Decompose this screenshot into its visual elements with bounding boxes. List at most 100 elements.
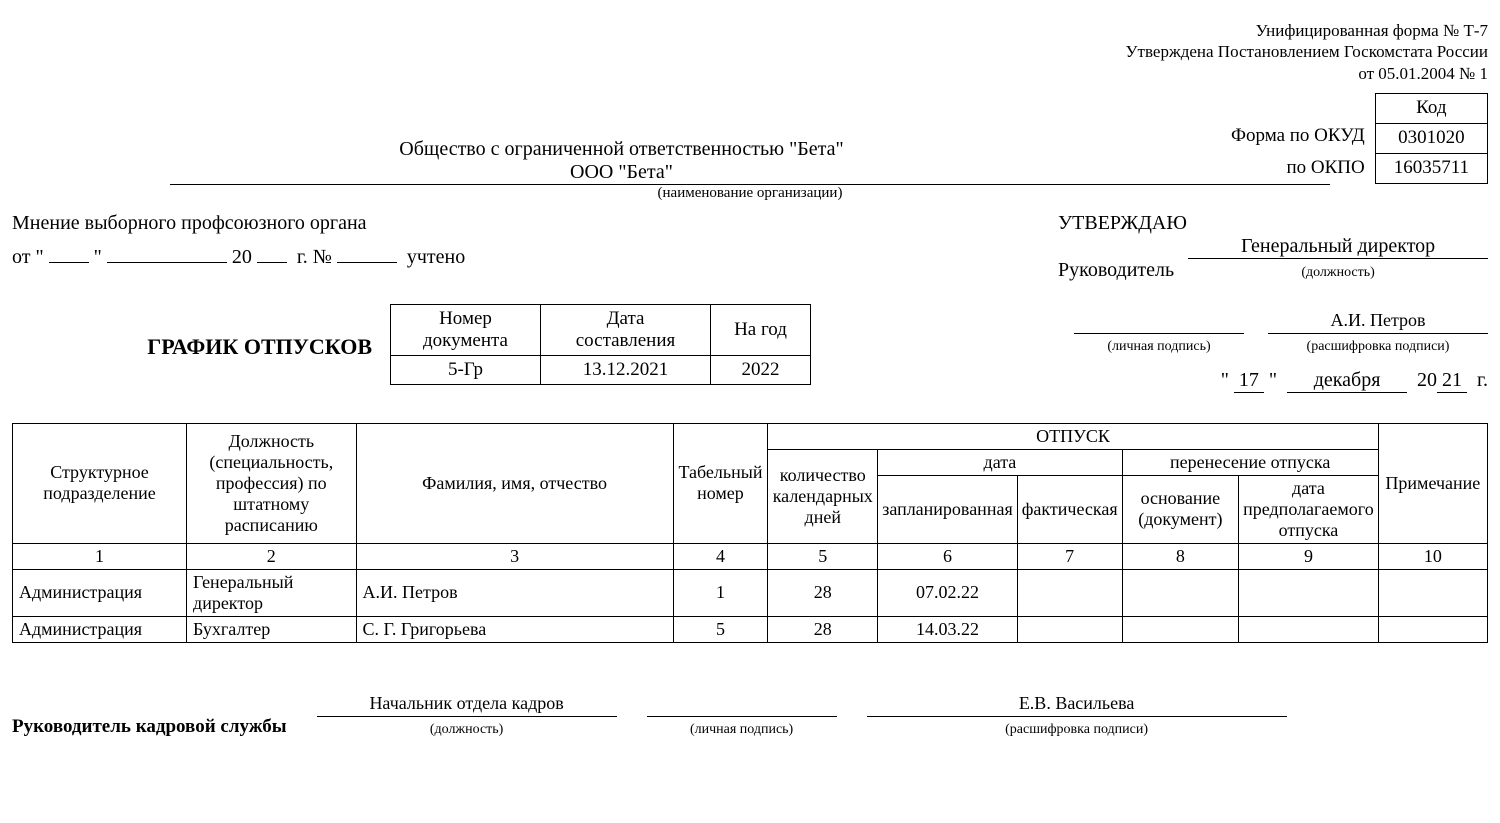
th-note: Примечание [1378,423,1487,543]
okud-value: 0301020 [1375,123,1487,153]
colnum-9: 9 [1239,543,1379,569]
union-quote-close: " [94,246,102,268]
th-transfer: перенесение отпуска [1122,449,1378,475]
table-cell [1122,569,1239,616]
colnum-3: 3 [356,543,673,569]
table-cell: 07.02.22 [878,569,1018,616]
approval-date-day: 17 [1234,369,1264,393]
table-row: АдминистрацияГенеральный директорА.И. Пе… [13,569,1488,616]
approval-date-month: декабря [1287,369,1407,393]
hr-position: Начальник отдела кадров [317,693,617,717]
table-cell: 1 [673,569,768,616]
doc-meta-table: Номер документа Дата составления На год … [390,304,811,385]
form-header-line1: Унифицированная форма № Т-7 [12,20,1488,41]
approval-date-year: 21 [1437,369,1467,393]
form-header-line2: Утверждена Постановлением Госкомстата Ро… [12,41,1488,62]
docmeta-year: 2022 [711,355,811,384]
colnum-8: 8 [1122,543,1239,569]
table-cell: Бухгалтер [187,616,357,642]
colnum-7: 7 [1017,543,1122,569]
docmeta-date: 13.12.2021 [541,355,711,384]
okpo-value: 16035711 [1375,153,1487,183]
th-planned: запланированная [878,475,1018,543]
hr-signature-caption: (личная подпись) [690,722,793,737]
docmeta-year-label: На год [711,304,811,355]
th-tabnum: Табельный номер [673,423,768,543]
union-month [107,239,227,263]
approval-block: УТВЕРЖДАЮ Руководитель Генеральный дирек… [1058,212,1488,282]
approval-decoded: А.И. Петров [1268,310,1488,334]
organization-caption: (наименование организации) [170,184,1330,202]
form-header-line3: от 05.01.2004 № 1 [12,63,1488,84]
document-title: ГРАФИК ОТПУСКОВ [147,334,372,359]
table-cell [1378,569,1487,616]
th-position: Должность (специальность, профессия) по … [187,423,357,543]
union-tail: учтено [407,246,465,268]
hr-label: Руководитель кадровой службы [12,716,287,738]
table-cell [1239,616,1379,642]
organization-full: Общество с ограниченной ответственностью… [12,138,1231,161]
codes-block: Форма по ОКУД по ОКПО Код 0301020 160357… [1231,88,1488,184]
table-cell [1017,616,1122,642]
table-cell: С. Г. Григорьева [356,616,673,642]
union-year-after: г. № [297,246,332,268]
approval-title: УТВЕРЖДАЮ [1058,212,1488,235]
th-vacation: ОТПУСК [768,423,1378,449]
table-cell [1122,616,1239,642]
organization-short: ООО "Бета" [12,161,1231,184]
table-row: АдминистрацияБухгалтерС. Г. Григорьева52… [13,616,1488,642]
okud-label: Форма по ОКУД [1231,120,1365,152]
approval-decoded-caption: (расшифровка подписи) [1307,339,1450,354]
table-cell: Администрация [13,569,187,616]
th-basis: основание (документ) [1122,475,1239,543]
approval-date-year-prefix: 20 [1417,369,1437,391]
table-cell: 14.03.22 [878,616,1018,642]
th-expected: дата предполагаемого отпуска [1239,475,1379,543]
union-year-suffix [257,239,287,263]
approval-position: Генеральный директор [1188,235,1488,259]
union-num [337,239,397,263]
table-cell: Администрация [13,616,187,642]
column-number-row: 1 2 3 4 5 6 7 8 9 10 [13,543,1488,569]
docmeta-num: 5-Гр [391,355,541,384]
colnum-1: 1 [13,543,187,569]
th-fio: Фамилия, имя, отчество [356,423,673,543]
union-day [49,239,89,263]
th-unit: Структурное подразделение [13,423,187,543]
union-ot: от " [12,246,44,268]
colnum-6: 6 [878,543,1018,569]
hr-decoded: Е.В. Васильева [867,693,1287,717]
table-cell: Генеральный директор [187,569,357,616]
union-year-prefix: 20 [232,246,252,268]
docmeta-num-label: Номер документа [391,304,541,355]
table-cell [1378,616,1487,642]
table-cell: 28 [768,616,878,642]
hr-signature-slot [647,693,837,717]
vacation-schedule-table: Структурное подразделение Должность (спе… [12,423,1488,643]
approval-date-suffix: г. [1477,369,1488,391]
colnum-5: 5 [768,543,878,569]
docmeta-date-label: Дата составления [541,304,711,355]
th-actual: фактическая [1017,475,1122,543]
code-header: Код [1375,93,1487,123]
table-cell [1017,569,1122,616]
approval-manager-label: Руководитель [1058,259,1174,282]
approval-signature-caption: (личная подпись) [1107,339,1210,354]
th-days: количество календарных дней [768,449,878,543]
hr-position-caption: (должность) [430,722,503,737]
th-date-group: дата [878,449,1122,475]
union-opinion-line1: Мнение выборного профсоюзного органа [12,212,712,235]
approval-position-caption: (должность) [1301,265,1374,280]
approval-signature-slot [1074,310,1244,334]
colnum-2: 2 [187,543,357,569]
union-opinion-block: Мнение выборного профсоюзного органа от … [12,212,712,282]
colnum-10: 10 [1378,543,1487,569]
table-cell [1239,569,1379,616]
colnum-4: 4 [673,543,768,569]
hr-decoded-caption: (расшифровка подписи) [1005,722,1148,737]
table-cell: А.И. Петров [356,569,673,616]
form-header: Унифицированная форма № Т-7 Утверждена П… [12,20,1488,84]
okpo-label: по ОКПО [1231,152,1365,184]
table-cell: 28 [768,569,878,616]
table-cell: 5 [673,616,768,642]
